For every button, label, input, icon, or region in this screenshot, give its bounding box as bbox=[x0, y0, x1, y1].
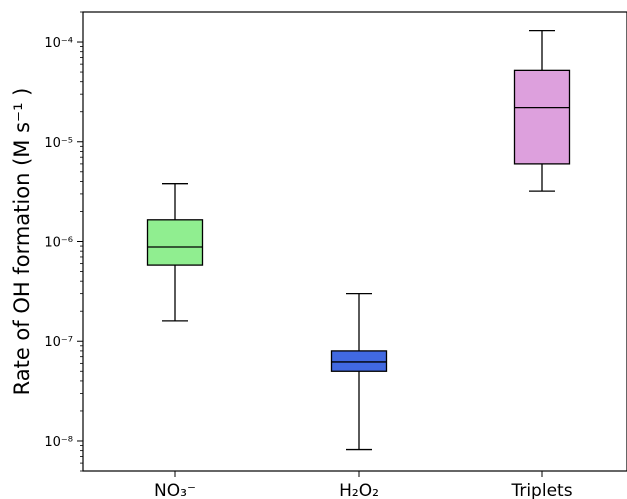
box-0 bbox=[146, 183, 204, 322]
x-tick-label: H₂O₂ bbox=[339, 481, 379, 499]
y-tick-label: 10⁻⁶ bbox=[44, 236, 73, 251]
box-iqr bbox=[146, 219, 204, 266]
box-iqr bbox=[330, 350, 388, 372]
box-1 bbox=[330, 293, 388, 451]
box-2 bbox=[513, 30, 571, 192]
y-tick-label: 10⁻⁵ bbox=[44, 136, 73, 151]
x-axis-ticks: NO₃⁻ H₂O₂ Triplets bbox=[154, 471, 573, 499]
box-iqr bbox=[513, 69, 571, 165]
x-tick-label: NO₃⁻ bbox=[154, 481, 196, 499]
y-axis-label: Rate of OH formation (M s⁻¹ ) bbox=[10, 88, 34, 396]
y-tick-label: 10⁻⁸ bbox=[44, 435, 73, 450]
x-tick-label: Triplets bbox=[510, 481, 572, 499]
y-axis-ticks: 10⁻⁸ 10⁻⁷ 10⁻⁶ 10⁻⁵ 10⁻⁴ bbox=[44, 11, 83, 472]
y-tick-label: 10⁻⁷ bbox=[44, 335, 73, 350]
boxes-layer bbox=[146, 30, 571, 451]
y-tick-label: 10⁻⁴ bbox=[44, 36, 73, 51]
